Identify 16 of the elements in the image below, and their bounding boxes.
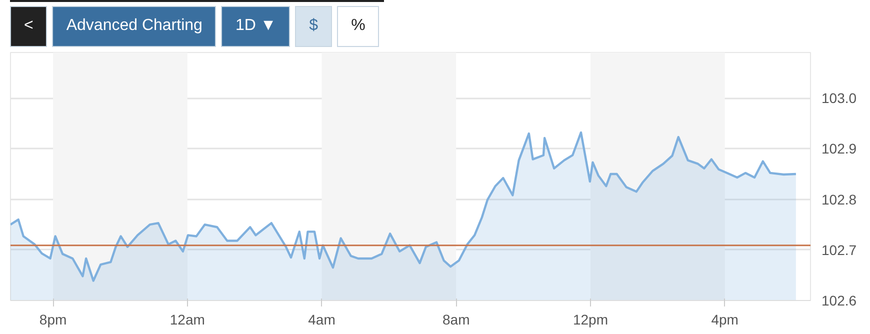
y-tick-label: 103.0 bbox=[822, 90, 857, 106]
y-tick-label: 102.6 bbox=[822, 292, 857, 308]
y-tick-label: 102.8 bbox=[822, 191, 857, 208]
text: 1D ▼ bbox=[221, 6, 290, 47]
x-tick-label: 12pm bbox=[572, 312, 608, 328]
x-tick-label: 4pm bbox=[711, 312, 738, 328]
text: < bbox=[10, 6, 48, 47]
text: % bbox=[337, 6, 380, 47]
text: $ bbox=[295, 6, 332, 47]
x-tick-label: 4am bbox=[308, 312, 336, 328]
y-tick-label: 102.7 bbox=[822, 242, 857, 258]
x-tick-label: 8am bbox=[442, 312, 470, 328]
x-tick-label: 12am bbox=[170, 312, 205, 328]
text: Advanced Charting bbox=[52, 6, 216, 47]
y-tick-label: 102.9 bbox=[822, 140, 857, 157]
x-tick-label: 8pm bbox=[39, 312, 67, 328]
